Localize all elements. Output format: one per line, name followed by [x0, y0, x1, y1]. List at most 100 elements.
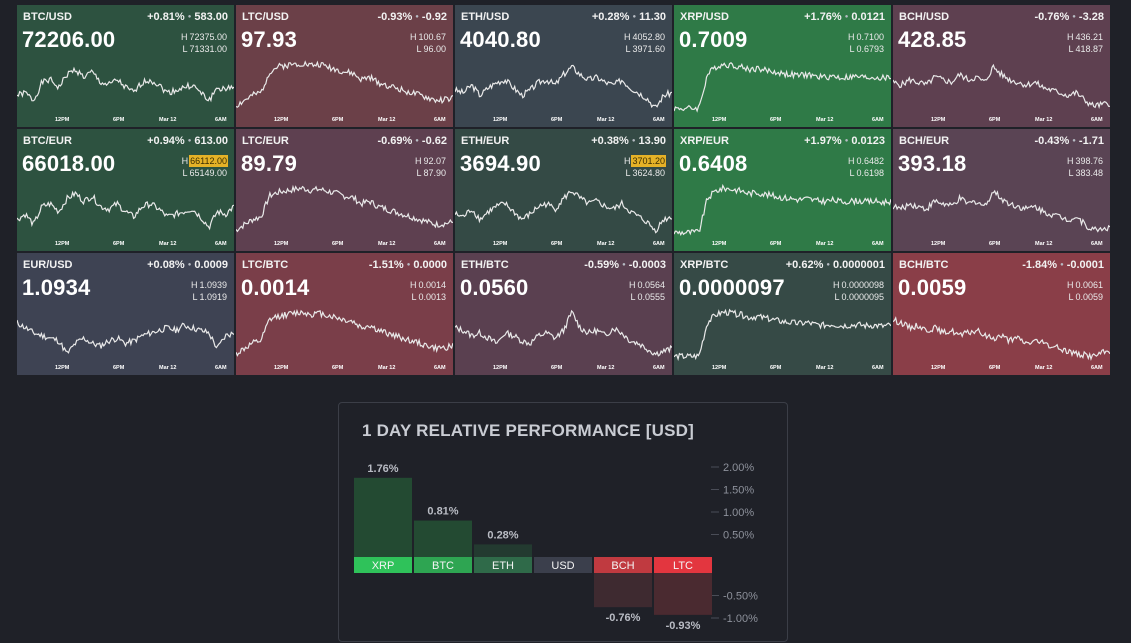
change-percent: +0.28%: [591, 11, 630, 23]
time-tick: 6PM: [770, 241, 782, 247]
low-value: 96.00: [423, 44, 446, 54]
low-label: L: [630, 292, 636, 302]
time-tick: 6AM: [653, 241, 665, 247]
time-tick: 6AM: [434, 117, 446, 123]
low-value: 65149.00: [189, 168, 227, 178]
change-absolute: 13.90: [638, 135, 666, 147]
ticker-tile-eth-eur[interactable]: ETH/EUR +0.38% ● 13.90 3694.90 H 3701.20 L 3624.…: [455, 129, 672, 251]
low-value: 383.48: [1075, 168, 1103, 178]
y-tick-label: 0.50%: [723, 530, 754, 542]
low-label: L: [1068, 44, 1074, 54]
ticker-tile-eth-usd[interactable]: ETH/USD +0.28% ● 11.30 4040.80 H 4052.80 L 3971.…: [455, 5, 672, 127]
time-tick: 6AM: [872, 365, 884, 371]
last-price: 4040.80: [460, 27, 541, 52]
bar-value-label: 0.81%: [427, 506, 458, 518]
change-absolute: 0.0009: [194, 259, 228, 271]
ticker-tile-xrp-eur[interactable]: XRP/EUR +1.97% ● 0.0123 0.6408 H 0.6482 L 0.6198…: [674, 129, 891, 251]
high-label: H: [181, 156, 189, 166]
ticker-tile-xrp-btc[interactable]: XRP/BTC +0.62% ● 0.0000001 0.0000097 H 0.00000…: [674, 253, 891, 375]
low-row: L 87.90: [414, 167, 447, 179]
high-label: H: [190, 280, 198, 290]
y-tick-label: 1.00%: [723, 507, 754, 519]
ticker-tile-ltc-btc[interactable]: LTC/BTC -1.51% ● 0.0000 0.0014 H 0.0014 L 0.0013…: [236, 253, 453, 375]
time-tick: Mar 12: [816, 365, 834, 371]
change-readout: -0.59% ● -0.0003: [584, 259, 666, 271]
high-low: H 0.6482 L 0.6198: [847, 155, 885, 179]
ticker-tile-ltc-usd[interactable]: LTC/USD -0.93% ● -0.92 97.93 H 100.67 L 96.00 12P…: [236, 5, 453, 127]
change-readout: -1.84% ● -0.0001: [1022, 259, 1104, 271]
low-label: L: [411, 292, 417, 302]
high-row: H 0.0000098: [832, 279, 885, 291]
low-row: L 418.87: [1066, 43, 1104, 55]
pair-label: BTC/EUR: [23, 135, 72, 147]
bar-btc: [414, 520, 472, 557]
ticker-tile-btc-usd[interactable]: BTC/USD +0.81% ● 583.00 72206.00 H 72375.00 L 71…: [17, 5, 234, 127]
low-row: L 0.6793: [847, 43, 885, 55]
pair-label: BTC/USD: [23, 11, 72, 23]
high-value: 100.67: [418, 32, 446, 42]
high-value: 436.21: [1075, 32, 1103, 42]
bar-value-label: 0.28%: [487, 529, 518, 541]
low-row: L 0.0000095: [832, 291, 885, 303]
high-row: H 1.0939: [190, 279, 228, 291]
bar-value-label: -0.93%: [666, 620, 701, 632]
change-readout: -0.69% ● -0.62: [377, 135, 447, 147]
price-sparkline: [455, 64, 672, 109]
high-label: H: [180, 32, 188, 42]
price-sparkline: [17, 319, 234, 354]
change-percent: +0.08%: [147, 259, 185, 271]
ticker-tile-bch-btc[interactable]: BCH/BTC -1.84% ● -0.0001 0.0059 H 0.0061 L 0.005…: [893, 253, 1110, 375]
change-absolute: -0.92: [421, 11, 447, 23]
separator-dot-icon: ●: [415, 14, 419, 20]
time-tick: 6AM: [1091, 117, 1103, 123]
time-tick: Mar 12: [816, 117, 834, 123]
change-readout: -1.51% ● 0.0000: [369, 259, 447, 271]
change-percent: +1.97%: [804, 135, 842, 147]
pair-label: XRP/BTC: [680, 259, 729, 271]
time-tick: 12PM: [931, 117, 946, 123]
low-value: 0.0000095: [841, 292, 884, 302]
ticker-tile-bch-usd[interactable]: BCH/USD -0.76% ● -3.28 428.85 H 436.21 L 418.87 1…: [893, 5, 1110, 127]
low-value: 0.0013: [418, 292, 446, 302]
time-tick: Mar 12: [1035, 365, 1053, 371]
change-readout: +1.97% ● 0.0123: [804, 135, 885, 147]
high-row: H 0.0061: [1066, 279, 1104, 291]
time-tick: Mar 12: [1035, 241, 1053, 247]
last-price: 0.7009: [679, 27, 748, 52]
change-absolute: -0.62: [421, 135, 447, 147]
ticker-tile-eth-btc[interactable]: ETH/BTC -0.59% ● -0.0003 0.0560 H 0.0564 L 0.055…: [455, 253, 672, 375]
last-price: 66018.00: [22, 151, 116, 176]
change-readout: +0.62% ● 0.0000001: [786, 259, 885, 271]
time-tick: 6PM: [332, 241, 344, 247]
low-label: L: [416, 44, 422, 54]
ticker-tile-eur-usd[interactable]: EUR/USD +0.08% ● 0.0009 1.0934 H 1.0939 L 1.0919…: [17, 253, 234, 375]
bar-ltc: [654, 573, 712, 615]
bar-eth: [474, 544, 532, 557]
time-tick: 12PM: [931, 365, 946, 371]
performance-chart: 2.00% 1.50% 1.00% 0.50% -0.50% -1.00% 1.76% XRP…: [354, 462, 758, 632]
separator-dot-icon: ●: [415, 138, 419, 144]
sparkline-path: [236, 308, 453, 357]
time-tick: 6PM: [989, 365, 1001, 371]
last-price: 97.93: [241, 27, 298, 52]
high-row: H 0.0564: [628, 279, 666, 291]
high-value: 0.0000098: [841, 280, 884, 290]
separator-dot-icon: ●: [844, 138, 849, 144]
ticker-tile-xrp-usd[interactable]: XRP/USD +1.76% ● 0.0121 0.7009 H 0.7100 L 0.6793…: [674, 5, 891, 127]
y-tick-label: -1.00%: [723, 613, 758, 625]
high-label: H: [1066, 156, 1074, 166]
ticker-tile-btc-eur[interactable]: BTC/EUR +0.94% ● 613.00 66018.00 H 66112.00 L 65…: [17, 129, 234, 251]
price-sparkline: [17, 66, 234, 103]
ticker-tile-bch-eur[interactable]: BCH/EUR -0.43% ● -1.71 393.18 H 398.76 L 383.48 1…: [893, 129, 1110, 251]
change-readout: +1.76% ● 0.0121: [804, 11, 885, 23]
high-value: 0.0014: [418, 280, 446, 290]
sparkline-path: [455, 309, 672, 357]
sparkline-path: [455, 190, 672, 234]
pair-label: ETH/USD: [461, 11, 510, 23]
high-row: H 0.6482: [847, 155, 885, 167]
separator-dot-icon: ●: [1072, 138, 1076, 144]
pair-label: ETH/EUR: [461, 135, 510, 147]
low-label: L: [625, 168, 631, 178]
ticker-tile-ltc-eur[interactable]: LTC/EUR -0.69% ● -0.62 89.79 H 92.07 L 87.90 12PM…: [236, 129, 453, 251]
high-row: H 66112.00: [181, 155, 228, 167]
